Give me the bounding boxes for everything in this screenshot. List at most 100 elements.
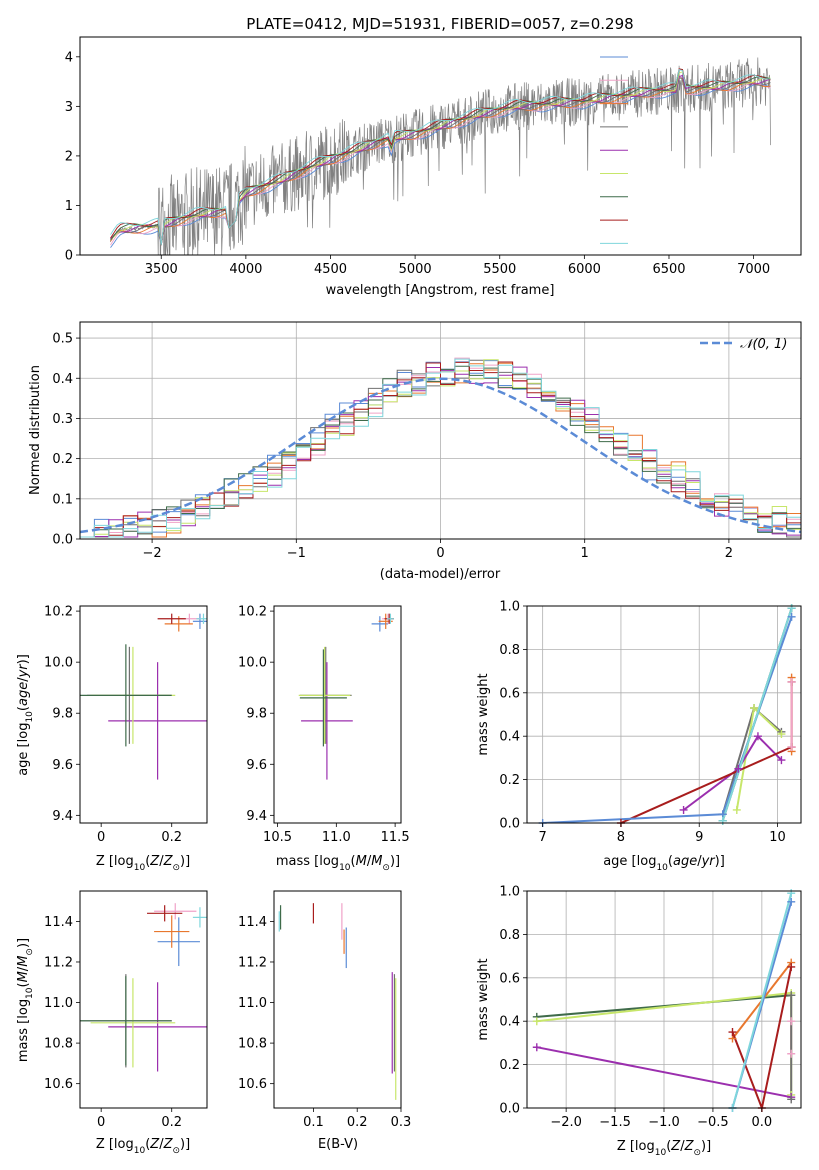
age-vs-mass-axes: 10.5 11.0 11.5 9.4 9.6 9.8 10.0 10.2 (238, 605, 410, 845)
mass-vs-Z-ytick-label: 11.0 (44, 996, 73, 1011)
mass-vs-Z-xlabel-part: )] (180, 1137, 190, 1152)
weight-vs-age-marker (732, 805, 741, 814)
age-vs-Z-ylabel-part: yr (16, 663, 31, 679)
residuals-plot-area (80, 357, 801, 538)
age-vs-mass-xlabel-part: ( (351, 854, 356, 869)
weight-vs-age-xtick-label: 10 (769, 830, 786, 845)
residuals-xtick-label: −2 (143, 546, 162, 561)
weight-vs-age-ylabel: mass weight (476, 673, 491, 755)
weight-vs-Z-series-0 (536, 994, 792, 1018)
spectrum-xtick-label: 7000 (737, 262, 770, 277)
age-vs-mass-ytick-label: 9.6 (246, 758, 267, 773)
weight-vs-Z-ytick-label: 0.2 (499, 1058, 520, 1073)
weight-vs-age-axes: 7 8 9 10 0.0 0.2 0.4 0.6 0.8 1.0 (499, 600, 802, 845)
weight-vs-Z-xlabel-part: Z (670, 1139, 681, 1154)
spectrum-xlabel: wavelength [Angstrom, rest frame] (326, 283, 555, 298)
weight-vs-age-xtick-label: 9 (695, 830, 703, 845)
weight-vs-Z-marker (728, 1028, 737, 1037)
weight-vs-age-xlabel-part: age (673, 854, 697, 869)
weight-vs-Z-series-6 (731, 892, 793, 1108)
mass-vs-EBV-xlabel: E(B-V) (318, 1137, 358, 1152)
mass-vs-Z-ylabel-part: )] (16, 938, 31, 948)
spectrum-ytick-label: 3 (65, 100, 73, 115)
residuals-ytick-label: 0.5 (52, 332, 73, 347)
residuals-ytick-label: 0.4 (52, 372, 73, 387)
weight-vs-age-xlabel-part: yr (701, 854, 717, 869)
weight-vs-Z-xtick-label: −1.0 (648, 1115, 680, 1130)
weight-vs-Z-xlabel-part: ⊙ (693, 1148, 701, 1158)
weight-vs-age-xlabel-part: )] (715, 854, 725, 869)
residuals-xlabel: (data-model)/error (380, 567, 501, 582)
age-vs-Z-ylabel-part: age (16, 682, 31, 706)
weight-vs-Z-xlabel: Z [log10(Z/Z⊙)] (617, 1139, 711, 1158)
mass-vs-EBV-frame (273, 890, 402, 1109)
weight-vs-Z-ytick-label: 0.6 (499, 971, 520, 986)
weight-vs-age-xtick-label: 8 (617, 830, 625, 845)
weight-vs-age-xlabel-part: age [log (603, 854, 656, 869)
spectrum-ytick-label: 4 (65, 50, 73, 65)
mass-vs-Z-ytick-label: 11.4 (44, 915, 73, 930)
weight-vs-Z-series-4 (731, 966, 793, 1108)
age-vs-mass-xtick-label: 10.5 (263, 830, 292, 845)
mass-vs-EBV-ytick-label: 11.2 (238, 955, 267, 970)
age-vs-Z-axes: 0 0.2 9.4 9.6 9.8 10.0 10.2 (44, 605, 208, 845)
weight-vs-Z-axes: −2.0 −1.5 −1.0 −0.5 0.0 0.0 0.2 0.4 0.6 0.8 1.0 (499, 885, 802, 1130)
age-vs-Z-xlabel-part: 10 (134, 863, 146, 873)
weight-vs-Z-ytick-label: 1.0 (499, 885, 520, 900)
gaussian-curve (80, 377, 801, 534)
weight-vs-Z-xtick-label: −1.5 (599, 1115, 631, 1130)
residuals-xtick-label: −1 (287, 546, 306, 561)
weight-vs-Z-ytick-label: 0.8 (499, 928, 520, 943)
weight-vs-age-ytick-label: 0.4 (499, 730, 520, 745)
mass-vs-EBV-xtick-label: 0.2 (347, 1115, 368, 1130)
spectrum-xtick-label: 3500 (145, 262, 178, 277)
weight-vs-age-xlabel-part: / (697, 854, 702, 869)
weight-vs-Z-xlabel-part: Z [log (617, 1139, 655, 1154)
age-vs-mass-xlabel-part: M (371, 854, 382, 869)
weight-vs-Z-marker (787, 1049, 796, 1058)
age-vs-mass-xlabel-part: ⊙ (382, 863, 390, 873)
mass-vs-EBV-ytick-label: 10.6 (238, 1077, 267, 1092)
age-vs-Z-xlabel: Z [log10(Z/Z⊙)] (96, 854, 190, 873)
weight-vs-age-marker (787, 743, 796, 752)
spectrum-xtick-label: 5500 (483, 262, 516, 277)
weight-vs-age-marker (787, 612, 796, 621)
age-vs-mass-plot-area (298, 613, 394, 780)
weight-vs-Z-marker (787, 962, 796, 971)
age-vs-Z-ytick-label: 10.2 (44, 605, 73, 620)
spectrum-xtick-label: 4500 (314, 262, 347, 277)
age-vs-Z-ytick-label: 9.8 (52, 707, 73, 722)
weight-vs-Z-plot-area (536, 892, 793, 1108)
mass-vs-Z-ylabel-part: 10 (25, 987, 35, 999)
age-vs-Z-xlabel-part: Z (163, 854, 174, 869)
age-vs-mass-xtick-label: 11.5 (381, 830, 410, 845)
age-vs-Z-ylabel: age [log10(age/yr)] (16, 654, 35, 776)
weight-vs-Z-ytick-label: 0.4 (499, 1015, 520, 1030)
weight-vs-Z-marker (787, 889, 796, 898)
residuals-ylabel: Normed distribution (28, 365, 43, 495)
weight-vs-age-ytick-label: 0.2 (499, 773, 520, 788)
mass-vs-Z-ytick-label: 11.2 (44, 955, 73, 970)
spectrum-title: PLATE=0412, MJD=51931, FIBERID=0057, z=0… (246, 15, 633, 33)
residuals-ytick-label: 0.0 (52, 533, 73, 548)
spectrum-model-line-3 (110, 77, 771, 246)
weight-vs-Z-xlabel-part: 10 (655, 1148, 667, 1158)
age-vs-Z-ytick-label: 9.4 (52, 809, 73, 824)
weight-vs-age-xlabel: age [log10(age/yr)] (603, 854, 725, 873)
weight-vs-age-xtick-label: 7 (539, 830, 547, 845)
age-vs-Z-xlabel-part: Z [log (96, 854, 134, 869)
weight-vs-age-ytick-label: 0.8 (499, 643, 520, 658)
weight-vs-Z-marker (787, 1095, 796, 1104)
weight-vs-Z-marker (532, 1043, 541, 1052)
age-vs-mass-frame (273, 605, 402, 824)
weight-vs-age-series-8 (721, 607, 793, 822)
weight-vs-age-marker (787, 677, 796, 686)
mass-vs-EBV-ytick-label: 10.8 (238, 1037, 267, 1052)
mass-vs-Z-xlabel-part: Z (163, 1137, 174, 1152)
weight-vs-Z-xlabel-part: Z (684, 1139, 695, 1154)
age-vs-mass-xlabel-part: mass [log (276, 854, 339, 869)
age-vs-mass-xlabel-part: )] (390, 854, 400, 869)
spectrum-xtick-label: 5000 (399, 262, 432, 277)
age-vs-Z-ylabel-part: age [log (16, 723, 31, 776)
